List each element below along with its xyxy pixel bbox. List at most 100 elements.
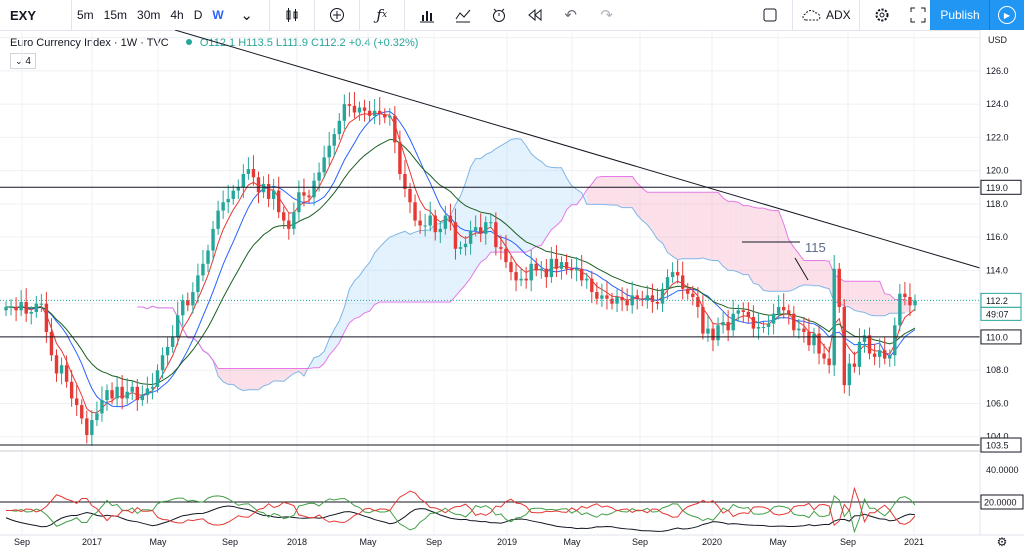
cloud-segment [349, 280, 355, 323]
cloud-segment [253, 368, 259, 390]
candle-body [655, 302, 660, 304]
candle-body [29, 311, 33, 314]
candle-body [287, 220, 291, 229]
horizontal-levels: 115 [0, 30, 981, 446]
candle-body [59, 365, 64, 374]
candle-body [75, 398, 79, 406]
chart-title: Euro Currency Index · 1W · TVC [10, 37, 169, 49]
candle-body [832, 268, 836, 366]
candle-body [776, 307, 781, 314]
cloud-segment [445, 215, 451, 303]
cloud-segment [707, 192, 713, 261]
cloud-segment [329, 329, 335, 356]
time-tick-label: 2019 [497, 537, 517, 547]
interval-w-button[interactable]: W [212, 8, 224, 22]
candle-body [140, 395, 145, 401]
cloud-segment [884, 293, 890, 316]
candle-body [170, 336, 175, 347]
redo-icon[interactable]: ↷ [600, 7, 613, 24]
candle-body [211, 228, 215, 251]
cloud-segment [687, 192, 693, 259]
time-tick-label: May [563, 537, 581, 547]
time-tick-label: May [149, 537, 167, 547]
compare-button[interactable]: ADX [797, 0, 855, 30]
cloud-segment [440, 220, 446, 303]
chevron-down-icon[interactable]: ⌄ [240, 7, 253, 24]
plus-circle-icon[interactable] [319, 0, 355, 30]
candle-body [322, 157, 326, 173]
price-tick-label: 106.0 [986, 398, 1009, 408]
cloud-segment [612, 176, 618, 206]
candle-body [256, 177, 261, 193]
interval-5m-button[interactable]: 5m [77, 8, 94, 22]
interval-30m-button[interactable]: 30m [137, 8, 161, 22]
cloud-segment [470, 158, 476, 278]
time-tick-label: 2021 [904, 537, 924, 547]
alert-icon[interactable] [481, 0, 517, 30]
candle-body [701, 307, 705, 334]
interval-15m-button[interactable]: 15m [103, 8, 128, 22]
candle-body [297, 192, 301, 213]
bar-chart-icon[interactable] [409, 0, 445, 30]
candle-body [630, 295, 634, 306]
gear-icon[interactable] [864, 0, 900, 30]
candle-body [150, 386, 155, 389]
cloud-segment [596, 176, 602, 205]
candle-body [716, 325, 720, 341]
cloud-segment [753, 207, 759, 285]
cloud-segment [647, 192, 653, 232]
cloud-segment [551, 167, 557, 230]
candle-body [691, 293, 695, 298]
play-icon: ▶ [998, 6, 1016, 24]
cloud-segment [879, 281, 885, 316]
price-tick-label: 116.0 [986, 232, 1008, 242]
cloud-segment [662, 192, 668, 253]
legend-high: H113.5 [238, 37, 273, 49]
replay-icon[interactable] [517, 0, 553, 30]
cloud-segment [374, 247, 380, 305]
candle-body [201, 263, 205, 276]
candle-body [559, 262, 564, 269]
candle-body [529, 263, 533, 281]
candle-body [115, 386, 119, 399]
fullscreen-icon[interactable] [900, 0, 936, 30]
candle-body [615, 297, 619, 304]
candles-icon[interactable] [274, 0, 310, 30]
candle-body [756, 326, 761, 329]
indicators-icon[interactable] [445, 0, 481, 30]
price-chart[interactable]: 115 USD104.0106.0108.0110.0112.0114.0116… [0, 30, 1024, 549]
cloud-segment [632, 176, 638, 216]
cloud-segment [531, 153, 537, 250]
interval-d-button[interactable]: D [193, 8, 203, 22]
candle-body [595, 292, 599, 299]
candle-body [196, 275, 200, 293]
cloud-segment [637, 183, 643, 221]
publish-button[interactable]: Publish [930, 0, 990, 30]
candle-body [302, 192, 306, 196]
candle-body [448, 215, 453, 223]
candle-body [19, 302, 23, 311]
candle-body [282, 212, 286, 221]
time-tick-label: May [359, 537, 377, 547]
symbol-search-button[interactable]: EXY [0, 0, 72, 30]
cloud-segment [248, 368, 254, 390]
cloud-segment [369, 252, 375, 312]
candle-body [14, 307, 18, 311]
ichimoku-cloud [137, 138, 910, 392]
candle-body [236, 187, 240, 191]
cloud-segment [874, 281, 880, 316]
cloud-segment [420, 230, 426, 303]
currency-label: USD [988, 35, 1008, 45]
candle-body [484, 222, 488, 234]
square-icon[interactable] [752, 0, 788, 30]
interval-4h-button[interactable]: 4h [170, 8, 184, 22]
plus-di-line [6, 494, 916, 534]
legend-change: +0.4 (+0.32%) [348, 37, 419, 49]
undo-icon[interactable]: ↶ [564, 7, 577, 24]
candle-body [44, 303, 49, 332]
time-tick-label: 2020 [702, 537, 722, 547]
indicator-toggle-button[interactable]: ⌄ 4 [10, 53, 36, 69]
candle-body [827, 358, 831, 366]
play-button[interactable]: ▶ [989, 0, 1024, 30]
